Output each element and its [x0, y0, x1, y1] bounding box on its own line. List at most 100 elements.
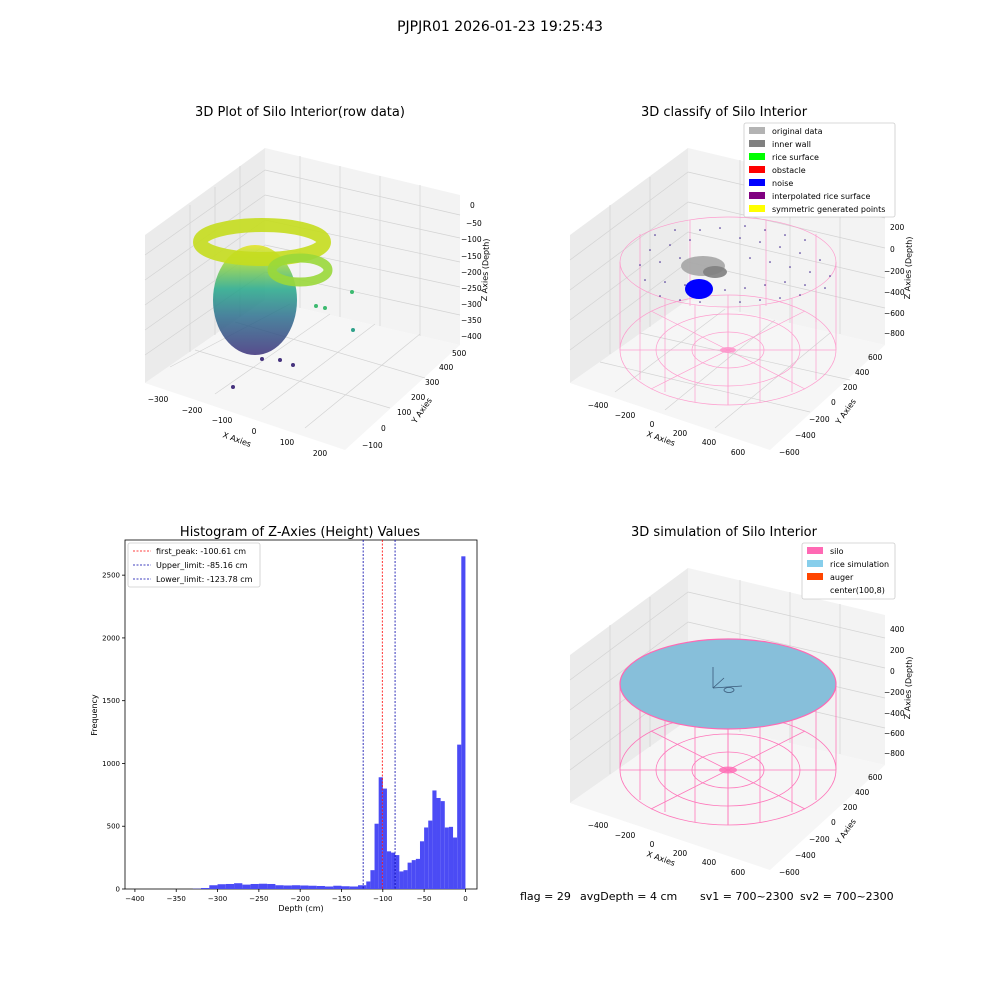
sv1-text: sv1 = 700~2300	[700, 890, 794, 903]
legend-swatch-symmetric	[749, 205, 765, 212]
tick-label: 200	[673, 429, 688, 438]
tick-label: −300	[461, 300, 482, 309]
tick-label: −350	[461, 316, 482, 325]
footer-status: flag = 29 avgDepth = 4 cm sv1 = 700~2300…	[520, 890, 894, 903]
tick-label: 0	[470, 201, 475, 210]
panel-4-rice-surface	[619, 638, 837, 730]
histogram-bar	[250, 883, 259, 889]
tick-label: −600	[779, 448, 800, 457]
y-tick-label: 2000	[102, 634, 120, 642]
histogram-bar	[419, 841, 425, 889]
histogram-bar	[415, 858, 420, 889]
histogram-bar	[428, 820, 433, 889]
tick-label: 400	[890, 625, 905, 634]
histogram-bar	[201, 887, 210, 889]
x-tick-label: 0	[463, 895, 467, 903]
tick-label: −600	[884, 309, 905, 318]
legend-swatch-rice-simulation	[807, 560, 823, 567]
panel-4-ylabel: Y Axies	[833, 817, 858, 847]
histogram-bar	[358, 885, 367, 889]
tick-label: 600	[868, 773, 883, 782]
histogram-bar	[374, 823, 379, 889]
histogram-bar	[395, 855, 400, 889]
panel-4-silo-wireframe	[619, 682, 837, 826]
legend-swatch-center	[807, 586, 823, 593]
histogram-bar	[403, 870, 408, 889]
histogram-x-ticks: −400 −350 −300 −250 −200 −150 −100 −50 0	[125, 889, 468, 903]
tick-label: −800	[884, 749, 905, 758]
panel-4-legend: silo rice simulation auger center(100,8)	[801, 542, 896, 600]
histogram-bar	[341, 886, 350, 889]
histogram-bar	[267, 883, 276, 889]
panel-4-y-ticks: −600 −400 −200 0 200 400 600	[779, 773, 883, 877]
tick-label: 0	[381, 424, 386, 433]
panel-1-outlier-points	[231, 290, 355, 389]
histogram-xlabel: Depth (cm)	[278, 904, 323, 913]
legend-label: first_peak: -100.61 cm	[156, 547, 246, 556]
y-tick-label: 500	[107, 823, 120, 831]
histogram-bar	[444, 827, 449, 889]
histogram-bar	[225, 883, 235, 889]
panel-1-surface-ring-2	[267, 253, 333, 287]
tick-label: 100	[397, 408, 412, 417]
histogram-bar	[391, 852, 396, 889]
panel-4-xlabel: X Axies	[645, 849, 676, 868]
y-tick-label: 1000	[102, 760, 120, 768]
y-tick-label: 0	[116, 886, 120, 894]
tick-label: −400	[795, 431, 816, 440]
histogram-y-ticks: 0 500 1000 1500 2000 2500	[102, 572, 125, 894]
histogram-bar	[448, 826, 454, 889]
panel-2-legend: original data inner wall rice surface ob…	[743, 122, 896, 218]
suptitle: PJPJR01 2026-01-23 19:25:43	[397, 19, 603, 35]
histogram-bars	[192, 556, 466, 889]
tick-label: −800	[884, 329, 905, 338]
flag-text: flag = 29	[520, 890, 571, 903]
legend-label: interpolated rice surface	[772, 192, 870, 201]
tick-label: 100	[280, 438, 295, 447]
tick-label: 200	[890, 223, 905, 232]
panel-4-zlabel: Z Axies (Depth)	[903, 656, 914, 719]
panel-2-ylabel: Y Axies	[833, 397, 858, 427]
tick-label: 600	[731, 868, 746, 877]
legend-label: symmetric generated points	[772, 205, 885, 214]
panel-4-z-ticks: 400 200 0 −200 −400 −600 −800	[884, 625, 905, 758]
histogram-bar	[366, 881, 371, 889]
histogram-bar	[349, 886, 359, 889]
histogram-bar	[209, 885, 218, 889]
tick-label: −100	[362, 441, 383, 450]
x-tick-label: −200	[291, 895, 310, 903]
histogram-bar	[300, 885, 309, 889]
panel-3d-classify: 3D classify of Silo Interior	[569, 105, 914, 457]
tick-label: 200	[673, 849, 688, 858]
legend-swatch-silo	[807, 547, 823, 554]
histogram-ylabel: Frequency	[90, 694, 99, 736]
tick-label: −400	[588, 401, 609, 410]
histogram-bar	[275, 885, 284, 889]
tick-label: 500	[452, 349, 467, 358]
panel-1-x-ticks: −300 −200 −100 0 100 200	[148, 395, 328, 458]
tick-label: −400	[588, 821, 609, 830]
panel-2-noise-cluster	[685, 279, 713, 299]
sv2-text: sv2 = 700~2300	[800, 890, 894, 903]
tick-label: −100	[212, 416, 233, 425]
panel-2-y-ticks: −600 −400 −200 0 200 400 600	[779, 353, 883, 457]
histogram-bar	[378, 777, 383, 889]
tick-label: −200	[615, 831, 636, 840]
tick-label: 200	[313, 449, 328, 458]
tick-label: 400	[702, 438, 717, 447]
panel-2-center-marker	[720, 347, 736, 353]
tick-label: 300	[425, 378, 440, 387]
histogram-bar	[453, 837, 458, 889]
panel-4-auger	[712, 667, 743, 693]
legend-swatch-original-data	[749, 127, 765, 134]
panel-4-x-ticks: −400 −200 0 200 400 600	[588, 821, 746, 877]
y-tick-label: 2500	[102, 572, 120, 580]
legend-swatch-noise	[749, 179, 765, 186]
panel-histogram: Histogram of Z-Axies (Height) Values −40…	[90, 525, 478, 913]
x-tick-label: −400	[125, 895, 144, 903]
panel-4-title: 3D simulation of Silo Interior	[631, 525, 818, 540]
histogram-bar	[217, 884, 226, 889]
tick-label: 0	[252, 427, 257, 436]
histogram-bar	[258, 883, 268, 889]
